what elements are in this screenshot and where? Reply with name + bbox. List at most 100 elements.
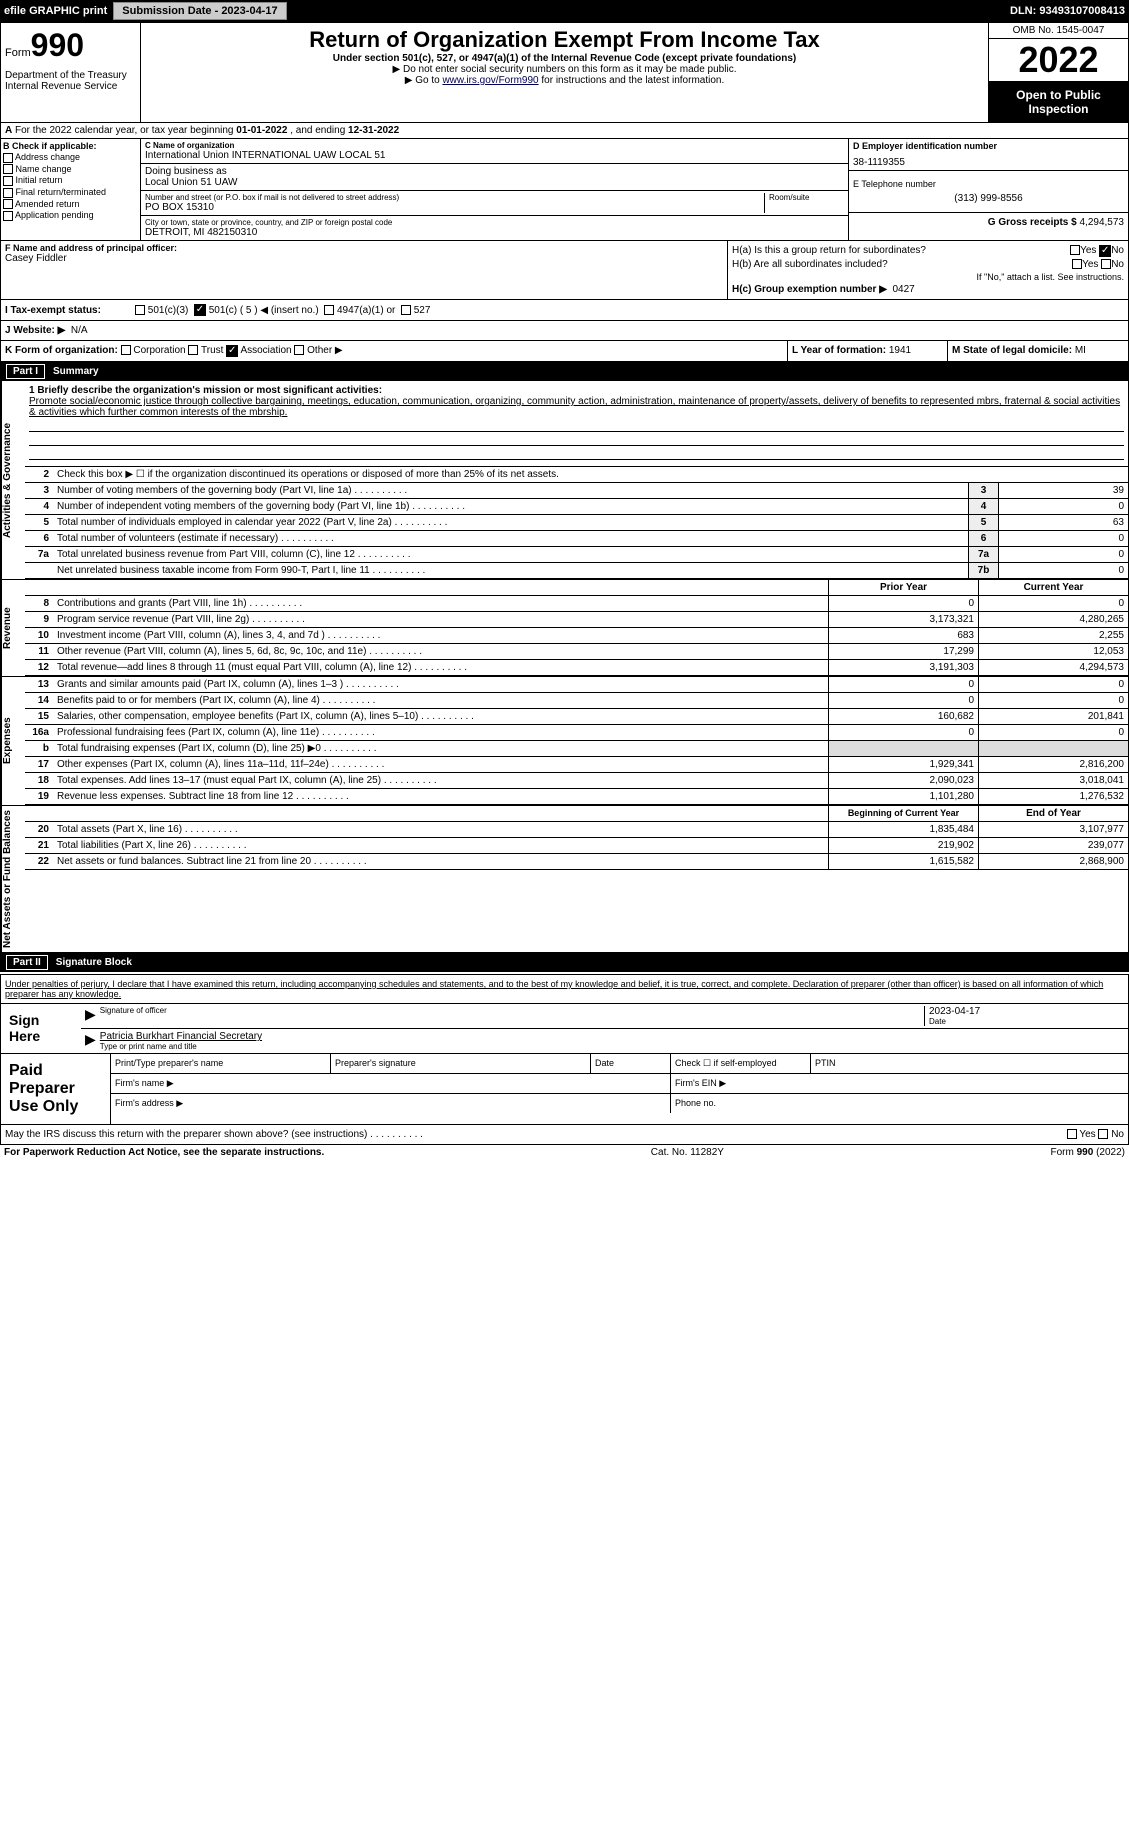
h-box: H(a) Is this a group return for subordin… bbox=[728, 241, 1128, 299]
klm-row: K Form of organization: Corporation Trus… bbox=[0, 341, 1129, 362]
k-box: K Form of organization: Corporation Trus… bbox=[1, 341, 788, 361]
hb-label: H(b) Are all subordinates included? bbox=[732, 259, 888, 270]
sig-officer-line: ▶ Signature of officer 2023-04-17 Date bbox=[81, 1004, 1128, 1029]
tax-label: I Tax-exempt status: bbox=[5, 305, 135, 316]
chk-assoc[interactable]: ✓ bbox=[226, 345, 238, 357]
governance-section: Activities & Governance 1 Briefly descri… bbox=[0, 381, 1129, 580]
part1-title: Summary bbox=[53, 366, 99, 377]
city-box: City or town, state or province, country… bbox=[141, 216, 848, 240]
rline: 12Total revenue—add lines 8 through 11 (… bbox=[25, 660, 1128, 676]
open-public: Open to Public Inspection bbox=[989, 82, 1128, 122]
officer-name: Casey Fiddler bbox=[5, 253, 723, 264]
gline: 3Number of voting members of the governi… bbox=[25, 483, 1128, 499]
firm-phone: Phone no. bbox=[671, 1094, 1128, 1113]
web-label: J Website: ▶ bbox=[5, 325, 65, 336]
sig-name-line: ▶ Patricia Burkhart Financial Secretary … bbox=[81, 1029, 1128, 1053]
row-a-period: A For the 2022 calendar year, or tax yea… bbox=[0, 123, 1129, 139]
prep-self-hdr: Check ☐ if self-employed bbox=[671, 1054, 811, 1073]
paid-preparer-row: Paid Preparer Use Only Print/Type prepar… bbox=[1, 1053, 1128, 1124]
dba-value: Local Union 51 UAW bbox=[145, 177, 844, 188]
header-right: OMB No. 1545-0047 2022 Open to Public In… bbox=[988, 23, 1128, 122]
may-no-chk[interactable] bbox=[1098, 1129, 1108, 1139]
gross-label: G Gross receipts $ bbox=[988, 217, 1080, 228]
irs-link[interactable]: www.irs.gov/Form990 bbox=[442, 75, 538, 86]
submission-date-button[interactable]: Submission Date - 2023-04-17 bbox=[113, 2, 286, 20]
dba-label: Doing business as bbox=[145, 166, 844, 177]
phone-label: E Telephone number bbox=[853, 179, 1124, 189]
gline: 5Total number of individuals employed in… bbox=[25, 515, 1128, 531]
paid-line1: Print/Type preparer's name Preparer's si… bbox=[111, 1054, 1128, 1074]
tab-governance: Activities & Governance bbox=[1, 381, 25, 579]
gross-value: 4,294,573 bbox=[1080, 217, 1125, 228]
part1-header: Part I Summary bbox=[0, 362, 1129, 381]
l-label: L Year of formation: bbox=[792, 345, 889, 356]
gline: 4Number of independent voting members of… bbox=[25, 499, 1128, 515]
chk-address[interactable]: Address change bbox=[3, 152, 138, 163]
firm-addr: Firm's address ▶ bbox=[111, 1094, 671, 1113]
eline: bTotal fundraising expenses (Part IX, co… bbox=[25, 741, 1128, 757]
may-yes-chk[interactable] bbox=[1067, 1129, 1077, 1139]
eline: 15Salaries, other compensation, employee… bbox=[25, 709, 1128, 725]
f-label: F Name and address of principal officer: bbox=[5, 243, 723, 253]
chk-amended[interactable]: Amended return bbox=[3, 199, 138, 210]
main-info-box: B Check if applicable: Address change Na… bbox=[0, 139, 1129, 241]
goto-note: ▶ Go to www.irs.gov/Form990 for instruct… bbox=[145, 75, 984, 86]
tax-status-row: I Tax-exempt status: 501(c)(3) ✓ 501(c) … bbox=[0, 300, 1129, 321]
rline: 8Contributions and grants (Part VIII, li… bbox=[25, 596, 1128, 612]
eline: 13Grants and similar amounts paid (Part … bbox=[25, 677, 1128, 693]
chk-501c3[interactable] bbox=[135, 305, 145, 315]
hb-no-chk[interactable] bbox=[1101, 259, 1111, 269]
part2-num: Part II bbox=[6, 955, 48, 970]
net-header: Beginning of Current Year End of Year bbox=[25, 806, 1128, 822]
k-label: K Form of organization: bbox=[5, 345, 118, 356]
tab-revenue: Revenue bbox=[1, 580, 25, 676]
street-value: PO BOX 15310 bbox=[145, 202, 764, 213]
nline: 20Total assets (Part X, line 16) 1,835,4… bbox=[25, 822, 1128, 838]
eline: 17Other expenses (Part IX, column (A), l… bbox=[25, 757, 1128, 773]
chk-corp[interactable] bbox=[121, 345, 131, 355]
rev-header: Prior Year Current Year bbox=[25, 580, 1128, 596]
chk-trust[interactable] bbox=[188, 345, 198, 355]
form-header: Form990 Department of the Treasury Inter… bbox=[0, 22, 1129, 123]
chk-501c[interactable]: ✓ bbox=[194, 304, 206, 316]
ein-value: 38-1119355 bbox=[853, 157, 1124, 168]
goto-post: for instructions and the latest informat… bbox=[539, 75, 725, 86]
sign-here-row: Sign Here ▶ Signature of officer 2023-04… bbox=[1, 1003, 1128, 1053]
chk-final[interactable]: Final return/terminated bbox=[3, 187, 138, 198]
website-row: J Website: ▶ N/A bbox=[0, 321, 1129, 341]
period-end: 12-31-2022 bbox=[348, 125, 399, 136]
mission-label: 1 Briefly describe the organization's mi… bbox=[29, 385, 1124, 396]
gross-box: G Gross receipts $ 4,294,573 bbox=[849, 213, 1128, 232]
chk-527[interactable] bbox=[401, 305, 411, 315]
form-subtitle: Under section 501(c), 527, or 4947(a)(1)… bbox=[145, 53, 984, 64]
dept-treasury: Department of the Treasury Internal Reve… bbox=[5, 70, 136, 92]
part2-header: Part II Signature Block bbox=[0, 953, 1129, 972]
ha-yes-chk[interactable] bbox=[1070, 245, 1080, 255]
may-discuss-label: May the IRS discuss this return with the… bbox=[5, 1129, 423, 1140]
current-year-hdr: Current Year bbox=[978, 580, 1128, 595]
hc-value: 0427 bbox=[892, 284, 914, 295]
gline: 7aTotal unrelated business revenue from … bbox=[25, 547, 1128, 563]
efile-label: efile GRAPHIC print bbox=[4, 5, 107, 17]
paid-line2: Firm's name ▶ Firm's EIN ▶ bbox=[111, 1074, 1128, 1094]
rline: 10Investment income (Part VIII, column (… bbox=[25, 628, 1128, 644]
hb-yes-chk[interactable] bbox=[1072, 259, 1082, 269]
omb-number: OMB No. 1545-0047 bbox=[989, 23, 1128, 39]
cat-no: Cat. No. 11282Y bbox=[651, 1147, 724, 1158]
hb-note: If "No," attach a list. See instructions… bbox=[732, 272, 1124, 282]
ha-no-chk[interactable]: ✓ bbox=[1099, 245, 1111, 257]
arrow-icon: ▶ bbox=[85, 1006, 96, 1026]
chk-pending[interactable]: Application pending bbox=[3, 210, 138, 221]
m-label: M State of legal domicile: bbox=[952, 345, 1075, 356]
web-value: N/A bbox=[71, 325, 88, 336]
form-990: 990 bbox=[31, 27, 84, 63]
prep-name-hdr: Print/Type preparer's name bbox=[111, 1054, 331, 1073]
eline: 18Total expenses. Add lines 13–17 (must … bbox=[25, 773, 1128, 789]
sig-name-label: Type or print name and title bbox=[100, 1042, 1124, 1051]
hc-label: H(c) Group exemption number ▶ bbox=[732, 284, 887, 295]
chk-4947[interactable] bbox=[324, 305, 334, 315]
chk-other[interactable] bbox=[294, 345, 304, 355]
part1-num: Part I bbox=[6, 364, 45, 379]
chk-initial[interactable]: Initial return bbox=[3, 175, 138, 186]
chk-name[interactable]: Name change bbox=[3, 164, 138, 175]
